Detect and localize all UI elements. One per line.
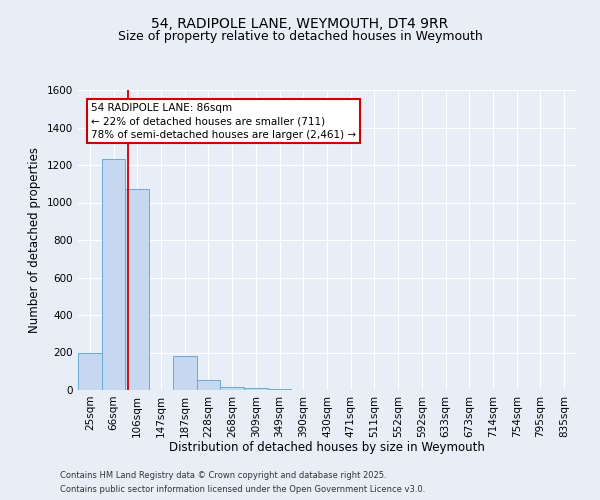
Bar <box>197 380 220 390</box>
Bar <box>78 352 102 390</box>
Bar <box>102 160 125 390</box>
Bar <box>125 190 149 390</box>
Bar <box>268 389 292 390</box>
Text: Size of property relative to detached houses in Weymouth: Size of property relative to detached ho… <box>118 30 482 43</box>
Text: Contains public sector information licensed under the Open Government Licence v3: Contains public sector information licen… <box>60 485 425 494</box>
Text: 54 RADIPOLE LANE: 86sqm
← 22% of detached houses are smaller (711)
78% of semi-d: 54 RADIPOLE LANE: 86sqm ← 22% of detache… <box>91 103 356 140</box>
Y-axis label: Number of detached properties: Number of detached properties <box>28 147 41 333</box>
Bar <box>244 388 268 390</box>
Bar <box>173 356 197 390</box>
Bar <box>220 387 244 390</box>
Text: 54, RADIPOLE LANE, WEYMOUTH, DT4 9RR: 54, RADIPOLE LANE, WEYMOUTH, DT4 9RR <box>151 18 449 32</box>
X-axis label: Distribution of detached houses by size in Weymouth: Distribution of detached houses by size … <box>169 441 485 454</box>
Text: Contains HM Land Registry data © Crown copyright and database right 2025.: Contains HM Land Registry data © Crown c… <box>60 471 386 480</box>
